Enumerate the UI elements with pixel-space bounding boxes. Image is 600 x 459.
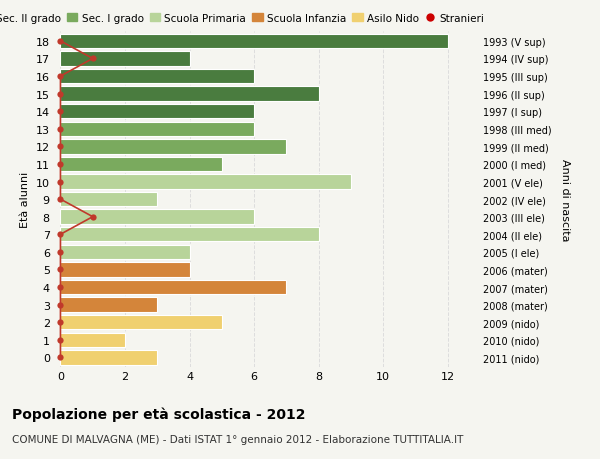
Bar [61, 34, 448, 49]
Bar [61, 105, 254, 119]
Bar [61, 245, 190, 259]
Bar [61, 298, 157, 312]
Bar [61, 122, 254, 137]
Bar [61, 263, 190, 277]
Bar [61, 157, 222, 172]
Bar [61, 350, 157, 365]
Bar [61, 228, 319, 242]
Bar [61, 315, 222, 330]
Y-axis label: Età alunni: Età alunni [20, 172, 30, 228]
Text: Popolazione per età scolastica - 2012: Popolazione per età scolastica - 2012 [12, 406, 305, 421]
Legend: Sec. II grado, Sec. I grado, Scuola Primaria, Scuola Infanzia, Asilo Nido, Stran: Sec. II grado, Sec. I grado, Scuola Prim… [0, 14, 485, 23]
Bar [61, 333, 125, 347]
Bar [61, 52, 190, 67]
Bar [61, 70, 254, 84]
Bar [61, 87, 319, 101]
Y-axis label: Anni di nascita: Anni di nascita [560, 158, 570, 241]
Bar [61, 192, 157, 207]
Bar [61, 140, 286, 154]
Bar [61, 210, 254, 224]
Bar [61, 175, 351, 189]
Bar [61, 280, 286, 295]
Text: COMUNE DI MALVAGNA (ME) - Dati ISTAT 1° gennaio 2012 - Elaborazione TUTTITALIA.I: COMUNE DI MALVAGNA (ME) - Dati ISTAT 1° … [12, 434, 463, 444]
